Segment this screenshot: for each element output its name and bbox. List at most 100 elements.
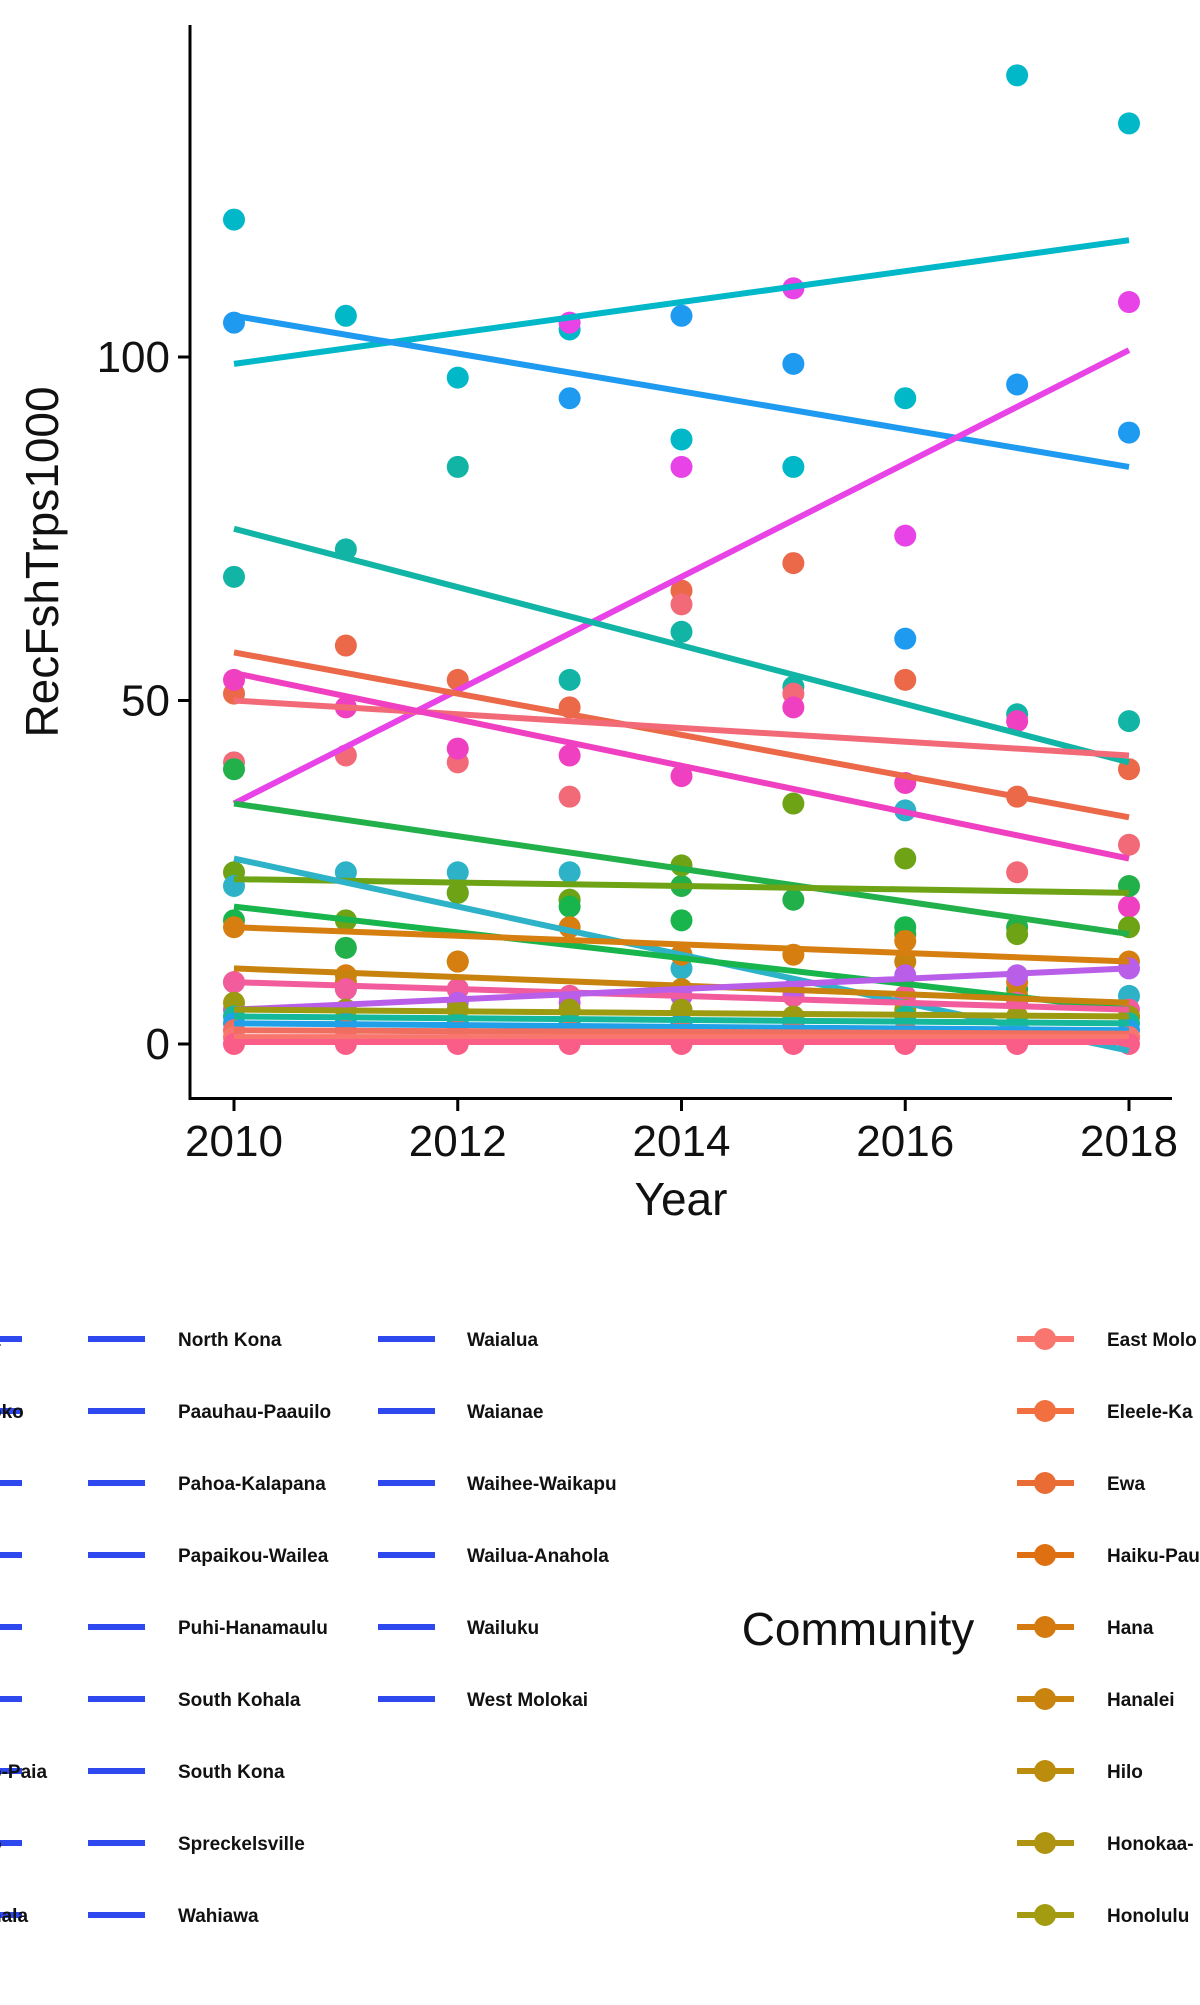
data-point bbox=[223, 758, 245, 781]
legend-label: Honolulu bbox=[1107, 1906, 1189, 1927]
legend-label: Wailua-Anahola bbox=[467, 1546, 609, 1567]
data-point bbox=[782, 352, 805, 375]
data-point bbox=[670, 909, 693, 932]
data-point bbox=[1118, 291, 1140, 314]
data-point bbox=[334, 304, 357, 327]
data-point bbox=[670, 593, 693, 616]
data-point bbox=[670, 765, 693, 788]
trend-line bbox=[233, 1006, 1130, 1020]
legend-label: Wailuku bbox=[467, 1618, 539, 1639]
y-tick-label: 50 bbox=[121, 677, 170, 726]
legend-label: Paauhau-Paauilo bbox=[178, 1402, 331, 1423]
legend-label: o-Paia bbox=[0, 1762, 47, 1783]
trend-line bbox=[233, 800, 1130, 938]
data-point bbox=[670, 455, 693, 478]
data-point bbox=[894, 627, 917, 650]
legend-label: South Kohala bbox=[178, 1690, 301, 1711]
legend-label: Waihee-Waikapu bbox=[467, 1474, 617, 1495]
y-axis-title: RecFshTrps1000 bbox=[16, 386, 68, 737]
data-point bbox=[1118, 833, 1140, 856]
legend-label: Haiku-Pau bbox=[1107, 1546, 1200, 1567]
data-point bbox=[446, 366, 469, 389]
x-tick-label: 2012 bbox=[409, 1117, 507, 1166]
legend-label: South Kona bbox=[178, 1762, 285, 1783]
data-point bbox=[1006, 373, 1029, 396]
axes: RecFshTrps1000 Year 2010 2012 2014 2016 2018… bbox=[16, 25, 1178, 1225]
trend-line bbox=[233, 1013, 1130, 1027]
trend-line bbox=[233, 237, 1130, 367]
trend-line bbox=[233, 312, 1130, 470]
legend-label: North Kona bbox=[178, 1330, 282, 1351]
trend-line bbox=[232, 347, 1131, 807]
data-point bbox=[446, 861, 469, 884]
legend-label: Waialua bbox=[467, 1330, 539, 1351]
legend-label: Eleele-Ka bbox=[1107, 1402, 1193, 1423]
legend-label: Wahiawa bbox=[178, 1906, 259, 1927]
data-point bbox=[894, 524, 917, 547]
x-tick-label: 2014 bbox=[633, 1117, 731, 1166]
x-tick-label: 2018 bbox=[1080, 1117, 1178, 1166]
legend-label: Hilo bbox=[1107, 1762, 1143, 1783]
legend-key-point bbox=[1034, 1472, 1056, 1494]
trend-line bbox=[233, 876, 1130, 896]
x-tick-label: 2016 bbox=[856, 1117, 954, 1166]
data-point bbox=[446, 455, 469, 478]
legend-label: West Molokai bbox=[467, 1690, 588, 1711]
data-point bbox=[558, 785, 581, 808]
legend-label: Honokaa- bbox=[1107, 1834, 1194, 1855]
data-point bbox=[670, 428, 693, 451]
trend-line bbox=[233, 979, 1130, 1013]
legend-label: Papaikou-Wailea bbox=[178, 1546, 329, 1567]
legend-label: Puhi-Hanamaulu bbox=[178, 1618, 328, 1639]
data-point bbox=[334, 978, 357, 1001]
data-point bbox=[894, 929, 917, 952]
data-point bbox=[782, 792, 805, 815]
legend-title: Community bbox=[742, 1603, 975, 1655]
legend-label: Spreckelsville bbox=[178, 1834, 305, 1855]
legend: Community a oko o-Paia o hala North Kona Paauh… bbox=[0, 1328, 1200, 1927]
data-point bbox=[1006, 64, 1029, 87]
legend-label: Hana bbox=[1107, 1618, 1154, 1639]
data-point bbox=[558, 387, 581, 410]
legend-label: a bbox=[0, 1330, 1, 1351]
legend-label: oko bbox=[0, 1402, 24, 1423]
legend-label: East Molo bbox=[1107, 1330, 1197, 1351]
trend-line bbox=[233, 670, 1130, 862]
data-point bbox=[1118, 421, 1140, 444]
data-point bbox=[894, 847, 917, 870]
legend-label: Hanalei bbox=[1107, 1690, 1175, 1711]
data-point bbox=[782, 552, 805, 575]
data-point bbox=[1006, 861, 1029, 884]
data-point bbox=[1118, 710, 1140, 733]
trend-line bbox=[233, 525, 1130, 766]
legend-label: o bbox=[0, 1834, 2, 1855]
trend-line bbox=[233, 1020, 1130, 1034]
y-tick-label: 100 bbox=[97, 333, 170, 382]
data-point bbox=[558, 861, 581, 884]
trend-line bbox=[233, 965, 1130, 1006]
data-point bbox=[670, 304, 693, 327]
data-point bbox=[223, 565, 245, 588]
data-point bbox=[446, 950, 469, 973]
legend-label: Pahoa-Kalapana bbox=[178, 1474, 326, 1495]
plot-area bbox=[223, 64, 1140, 1055]
legend-key-point bbox=[1034, 1760, 1056, 1782]
data-point bbox=[558, 668, 581, 691]
trend-line bbox=[233, 924, 1130, 965]
legend-key-point bbox=[1034, 1688, 1056, 1710]
legend-key-point bbox=[1034, 1904, 1056, 1926]
legend-key-point bbox=[1034, 1832, 1056, 1854]
trend-line bbox=[233, 965, 1130, 1013]
data-point bbox=[894, 668, 917, 691]
data-point bbox=[1006, 923, 1029, 946]
x-tick-label: 2010 bbox=[185, 1117, 283, 1166]
data-point bbox=[782, 455, 805, 478]
trend-line bbox=[233, 649, 1130, 821]
trend-line bbox=[233, 903, 1130, 1013]
data-point bbox=[446, 737, 469, 760]
legend-key-point bbox=[1034, 1400, 1056, 1422]
data-point bbox=[894, 387, 917, 410]
legend-key-point bbox=[1034, 1616, 1056, 1638]
